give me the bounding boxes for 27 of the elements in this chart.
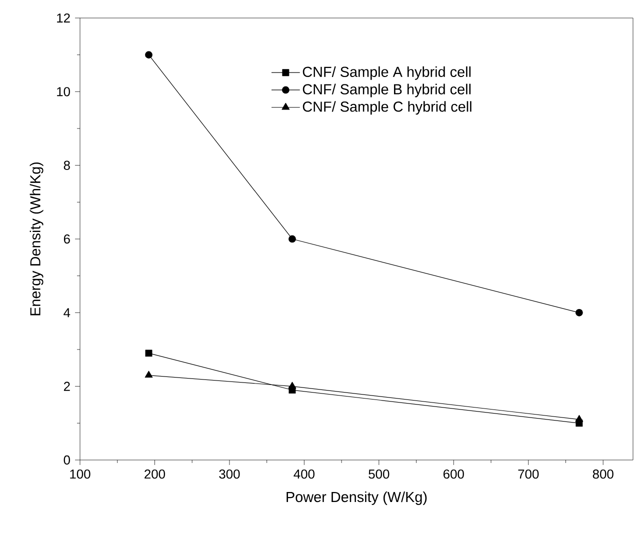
y-axis-title: Energy Density (Wh/Kg) — [30, 162, 44, 316]
x-tick-label: 800 — [592, 469, 614, 479]
legend-label: CNF/ Sample A hybrid cell — [302, 66, 471, 80]
y-tick-label: 0 — [64, 455, 70, 465]
y-tick-label: 12 — [57, 13, 70, 23]
point — [288, 382, 296, 389]
x-axis-title: Power Density (W/Kg) — [286, 491, 427, 505]
legend-label: CNF/ Sample B hybrid cell — [302, 84, 471, 98]
y-tick-label: 4 — [64, 308, 70, 318]
x-tick-label: 700 — [518, 469, 539, 479]
x-tick-label: 500 — [368, 469, 390, 479]
point — [145, 51, 152, 59]
x-tick-label: 300 — [219, 469, 240, 479]
point — [575, 414, 584, 422]
x-tick-label: 600 — [444, 469, 464, 479]
y-tick-label: 6 — [64, 234, 70, 244]
x-tick-label: 200 — [144, 469, 166, 479]
x-tick-label: 400 — [294, 469, 314, 479]
y-tick-label: 10 — [57, 87, 70, 96]
point — [288, 235, 296, 243]
point — [144, 370, 153, 378]
point — [145, 350, 152, 357]
point — [576, 308, 583, 316]
y-tick-label: 2 — [64, 382, 70, 391]
legend-label: CNF/ Sample C hybrid cell — [302, 101, 472, 115]
y-tick-label: 8 — [64, 160, 70, 170]
x-tick-label: 100 — [70, 469, 90, 479]
